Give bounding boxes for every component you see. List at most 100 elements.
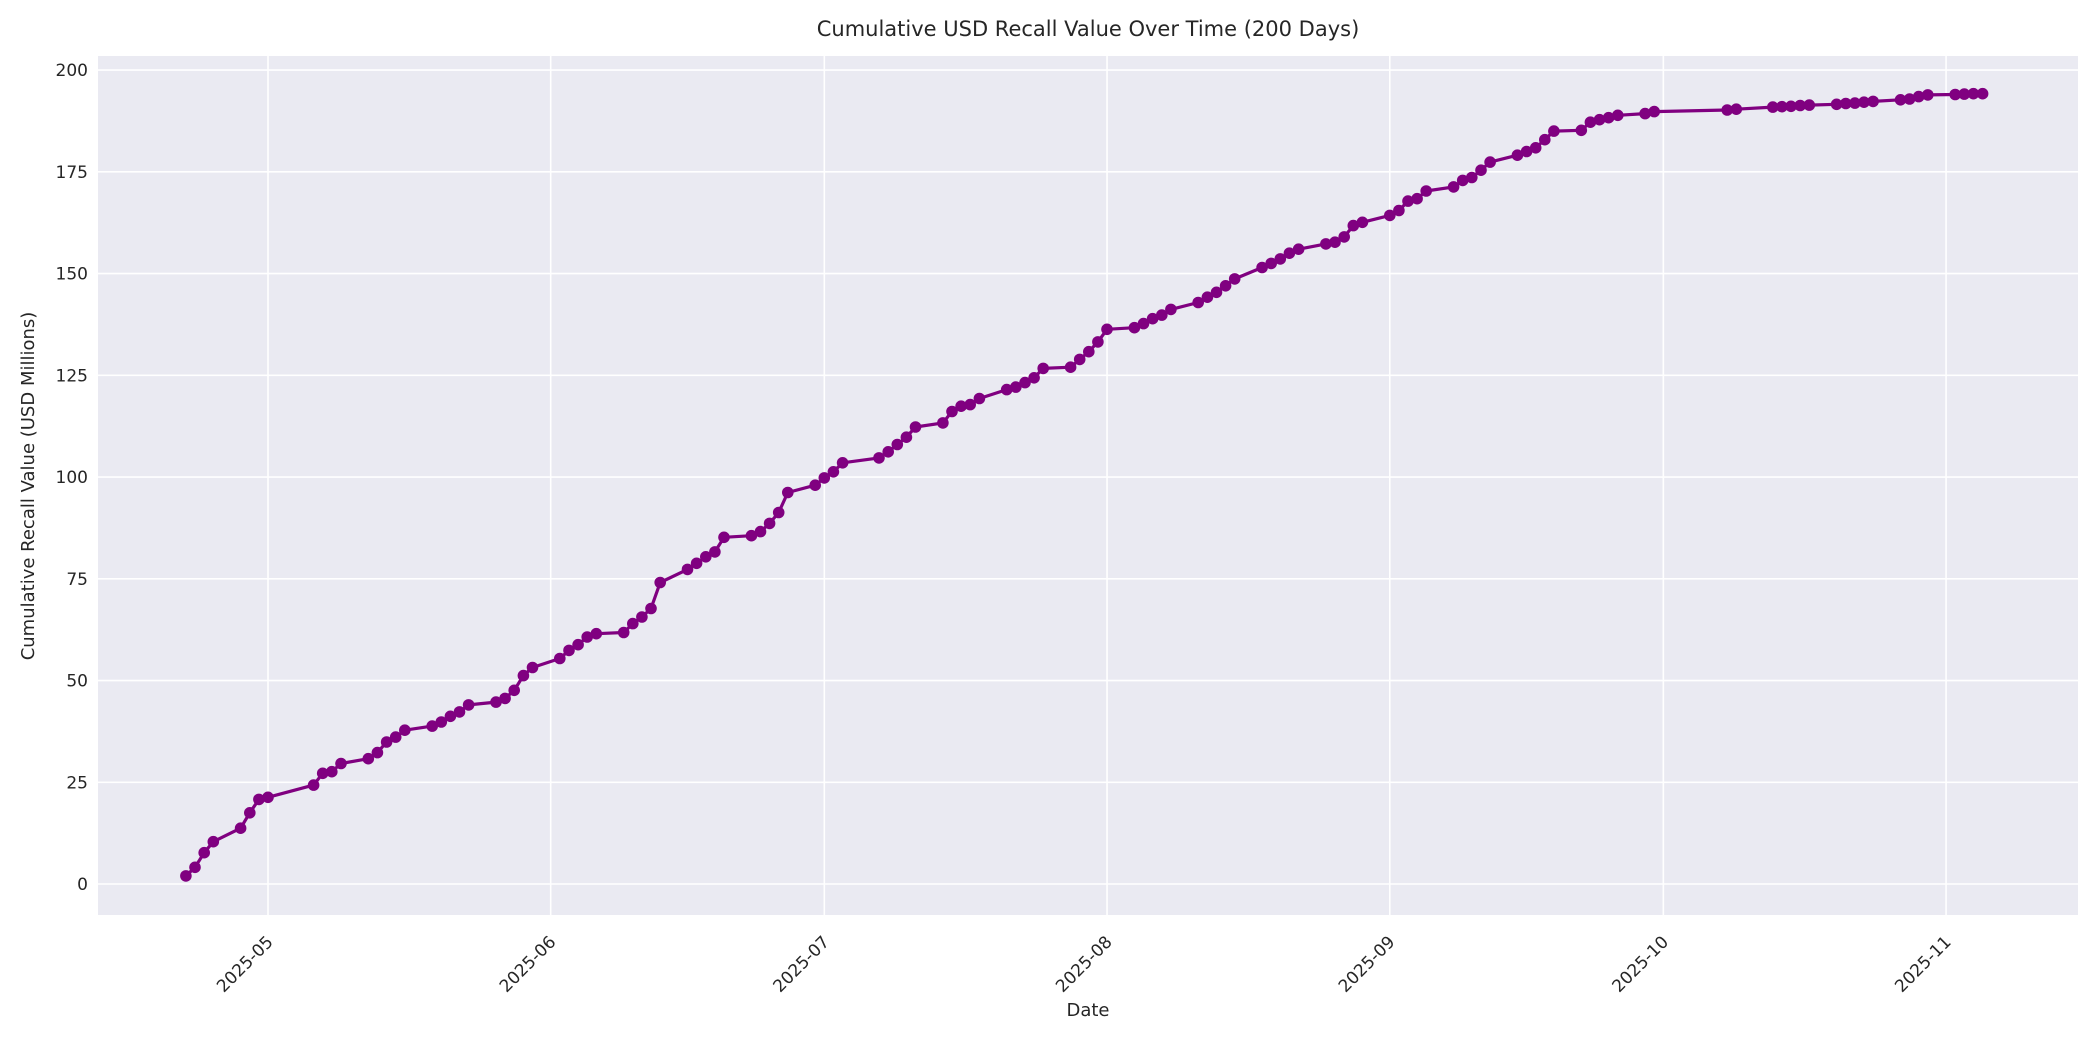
data-point-marker [508, 684, 520, 697]
data-point-marker [1767, 101, 1779, 113]
data-point-marker [690, 557, 703, 570]
data-point-marker [1292, 243, 1305, 255]
data-point-marker [554, 652, 566, 665]
data-point-marker [745, 529, 758, 542]
data-point-marker [818, 472, 831, 484]
data-point-marker [1228, 273, 1241, 285]
data-point-marker [1393, 204, 1405, 217]
data-point-marker [1420, 185, 1432, 197]
data-point-marker [681, 563, 694, 576]
data-point-marker [973, 392, 986, 405]
plot-area [98, 56, 2078, 915]
data-point-marker [389, 731, 402, 743]
data-point-marker [964, 398, 976, 411]
data-point-marker [1402, 195, 1414, 207]
data-point-marker [1776, 100, 1788, 113]
data-point-marker [180, 870, 192, 882]
data-point-marker [809, 479, 821, 492]
data-point-marker [1584, 116, 1597, 128]
data-point-marker [1083, 345, 1095, 358]
data-point-marker [654, 576, 666, 589]
data-point-marker [617, 626, 630, 639]
data-point-marker [955, 400, 967, 413]
data-point-marker [380, 736, 393, 748]
data-point-marker [1730, 103, 1743, 115]
data-point-marker [307, 779, 320, 791]
data-point-marker [1137, 317, 1150, 330]
data-point-marker [1320, 238, 1332, 250]
x-tick-label: 2025-08 [1052, 932, 1116, 996]
data-point-marker [1794, 99, 1806, 112]
data-point-marker [1648, 105, 1660, 118]
data-point-marker [435, 716, 448, 728]
data-point-marker [426, 720, 439, 732]
y-tick-label: 75 [66, 570, 88, 590]
data-point-marker [1967, 87, 1980, 100]
data-point-marker [1329, 236, 1341, 248]
data-point-marker [1602, 111, 1615, 124]
data-point-marker [1210, 286, 1223, 299]
x-tick-label: 2025-06 [496, 932, 560, 996]
data-point-marker [189, 861, 201, 874]
x-tick-label: 2025-11 [1891, 932, 1955, 996]
data-point-marker [517, 669, 530, 682]
data-point-marker [763, 517, 776, 530]
data-point-marker [909, 421, 922, 433]
data-point-marker [316, 767, 329, 780]
data-point-marker [1840, 97, 1852, 110]
data-point-marker [1219, 280, 1232, 292]
data-point-marker [399, 724, 411, 736]
y-tick-label: 175 [56, 163, 88, 183]
data-point-marker [1867, 95, 1879, 108]
data-point-marker [1548, 125, 1560, 137]
data-point-marker [782, 486, 794, 499]
data-point-marker [900, 431, 913, 444]
data-point-marker [1484, 156, 1496, 168]
data-point-marker [1511, 149, 1524, 161]
data-point-marker [198, 846, 210, 859]
data-point-marker [1010, 381, 1022, 393]
data-point-marker [1384, 209, 1396, 222]
data-point-marker [709, 546, 721, 558]
data-point-marker [1192, 296, 1204, 309]
data-point-marker [1347, 219, 1360, 232]
data-point-marker [772, 506, 785, 519]
data-point-marker [326, 765, 338, 778]
data-point-marker [1575, 124, 1588, 137]
data-point-marker [1283, 247, 1296, 259]
x-axis-label: Date [1066, 1000, 1109, 1021]
data-point-marker [1156, 309, 1168, 321]
data-point-marker [1903, 93, 1916, 105]
data-series [180, 87, 1989, 882]
data-point-marker [1019, 376, 1031, 389]
data-point-marker [891, 438, 904, 451]
x-tick-label: 2025-05 [213, 932, 277, 996]
data-point-marker [1922, 89, 1934, 101]
data-point-marker [1411, 192, 1423, 205]
data-point-marker [453, 706, 466, 718]
data-point-marker [371, 746, 384, 759]
data-point-marker [882, 446, 894, 458]
data-point-marker [1593, 113, 1606, 126]
y-tick-label: 100 [56, 468, 88, 488]
data-point-marker [262, 791, 274, 804]
data-point-marker [563, 644, 575, 657]
data-point-marker [1073, 353, 1086, 366]
y-axis-label: Cumulative Recall Value (USD Millions) [18, 312, 39, 661]
data-point-marker [335, 757, 347, 770]
data-point-marker [873, 452, 885, 464]
data-point-marker [1201, 291, 1214, 304]
data-point-marker [1721, 104, 1733, 116]
data-point-marker [1128, 321, 1141, 334]
x-tick-label: 2025-07 [769, 932, 833, 996]
data-point-marker [1456, 174, 1469, 187]
data-point-marker [836, 457, 849, 469]
data-point-marker [1000, 383, 1013, 396]
data-point-marker [526, 661, 539, 674]
data-point-marker [1101, 323, 1113, 336]
data-point-marker [1612, 109, 1624, 122]
data-point-marker [827, 466, 840, 478]
data-point-marker [1830, 98, 1843, 111]
data-point-marker [1256, 261, 1268, 274]
